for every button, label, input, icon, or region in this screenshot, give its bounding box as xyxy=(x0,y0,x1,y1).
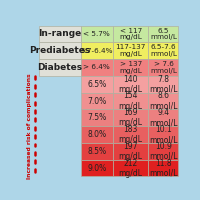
Bar xyxy=(113,76,148,93)
Text: Diabetes: Diabetes xyxy=(37,63,82,72)
Bar xyxy=(148,160,178,176)
Text: 154
mg/dL: 154 mg/dL xyxy=(119,91,143,111)
Bar xyxy=(39,26,81,42)
Bar xyxy=(113,42,148,59)
Text: 6.5%: 6.5% xyxy=(87,80,106,89)
Bar xyxy=(81,26,113,42)
Text: 6.5
mmol/L: 6.5 mmol/L xyxy=(150,28,177,40)
Text: 5.7-6.4%: 5.7-6.4% xyxy=(81,48,113,54)
Bar xyxy=(148,143,178,160)
Text: 11.8
mmol/L: 11.8 mmol/L xyxy=(149,159,178,178)
Text: 183
mg/dL: 183 mg/dL xyxy=(119,125,143,144)
Text: 8.6
mmol/L: 8.6 mmol/L xyxy=(149,91,178,111)
Bar xyxy=(113,126,148,143)
Text: 9.4
mmol/L: 9.4 mmol/L xyxy=(149,108,178,127)
Text: 140
mg/dL: 140 mg/dL xyxy=(119,75,143,94)
Text: 212
mg/dL: 212 mg/dL xyxy=(119,159,143,178)
Text: 117-137
mg/dL: 117-137 mg/dL xyxy=(115,44,146,57)
Bar xyxy=(148,76,178,93)
Bar xyxy=(148,42,178,59)
Bar xyxy=(81,126,113,143)
Text: 7.5%: 7.5% xyxy=(87,113,106,122)
Bar xyxy=(39,42,81,59)
Bar xyxy=(81,109,113,126)
Text: > 7.6
mmol/L: > 7.6 mmol/L xyxy=(150,61,177,74)
Text: < 117
mg/dL: < 117 mg/dL xyxy=(119,28,142,40)
Bar xyxy=(81,42,113,59)
Bar xyxy=(113,93,148,109)
Bar xyxy=(148,93,178,109)
Bar xyxy=(81,59,113,76)
Bar xyxy=(81,160,113,176)
Bar xyxy=(39,59,81,76)
Text: > 137
mg/dL: > 137 mg/dL xyxy=(119,61,142,74)
Text: 10.1
mmol/L: 10.1 mmol/L xyxy=(149,125,178,144)
Bar xyxy=(81,93,113,109)
Text: < 5.7%: < 5.7% xyxy=(83,31,110,37)
Text: Increased risk of complications: Increased risk of complications xyxy=(27,73,32,179)
Text: 9.0%: 9.0% xyxy=(87,164,106,173)
Bar xyxy=(113,59,148,76)
Bar xyxy=(113,143,148,160)
Bar xyxy=(113,109,148,126)
Text: 7.8
mmol/L: 7.8 mmol/L xyxy=(149,75,178,94)
Text: 10.9
mmol/L: 10.9 mmol/L xyxy=(149,142,178,161)
Bar xyxy=(113,26,148,42)
Text: Prediabetes: Prediabetes xyxy=(29,46,90,55)
Bar xyxy=(148,26,178,42)
Text: 6.5-7.6
mmol/L: 6.5-7.6 mmol/L xyxy=(150,44,177,57)
Bar xyxy=(81,76,113,93)
Bar xyxy=(113,160,148,176)
Text: 7.0%: 7.0% xyxy=(87,97,106,106)
Bar xyxy=(148,109,178,126)
Text: 8.0%: 8.0% xyxy=(87,130,106,139)
Bar xyxy=(148,126,178,143)
Text: 197
mg/dL: 197 mg/dL xyxy=(119,142,143,161)
Text: In-range: In-range xyxy=(38,29,82,38)
Text: > 6.4%: > 6.4% xyxy=(83,64,110,70)
Bar xyxy=(148,59,178,76)
Text: 169
mg/dL: 169 mg/dL xyxy=(119,108,143,127)
Text: 8.5%: 8.5% xyxy=(87,147,106,156)
Bar xyxy=(81,143,113,160)
